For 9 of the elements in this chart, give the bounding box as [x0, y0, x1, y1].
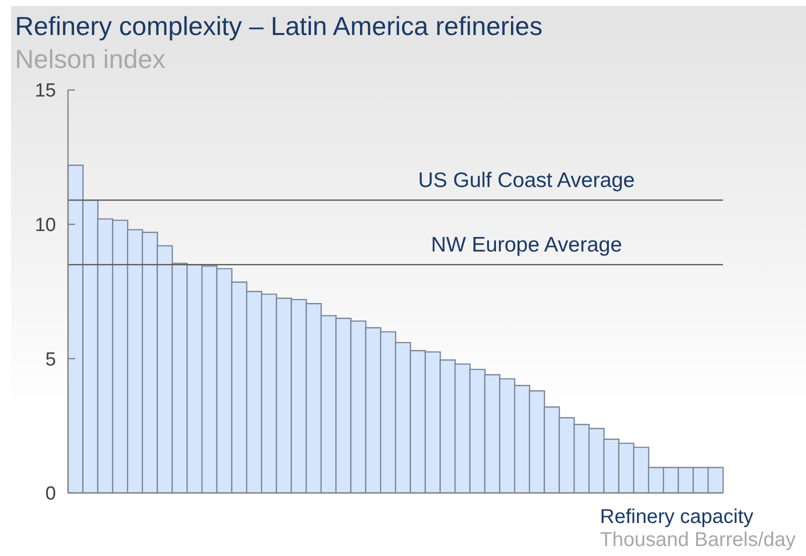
y-tick-label: 0 — [45, 484, 56, 505]
chart-title: Refinery complexity – Latin America refineries — [15, 11, 542, 41]
y-tick-label: 5 — [45, 349, 56, 370]
ref-line-label: NW Europe Average — [430, 234, 622, 257]
y-tick-label: 10 — [34, 215, 56, 236]
y-axis-title: Nelson index — [15, 44, 166, 74]
ref-line-label: US Gulf Coast Average — [418, 169, 635, 192]
y-tick-label: 15 — [34, 80, 56, 102]
x-axis-title: Refinery capacity Thousand Barrels/day — [600, 506, 796, 552]
